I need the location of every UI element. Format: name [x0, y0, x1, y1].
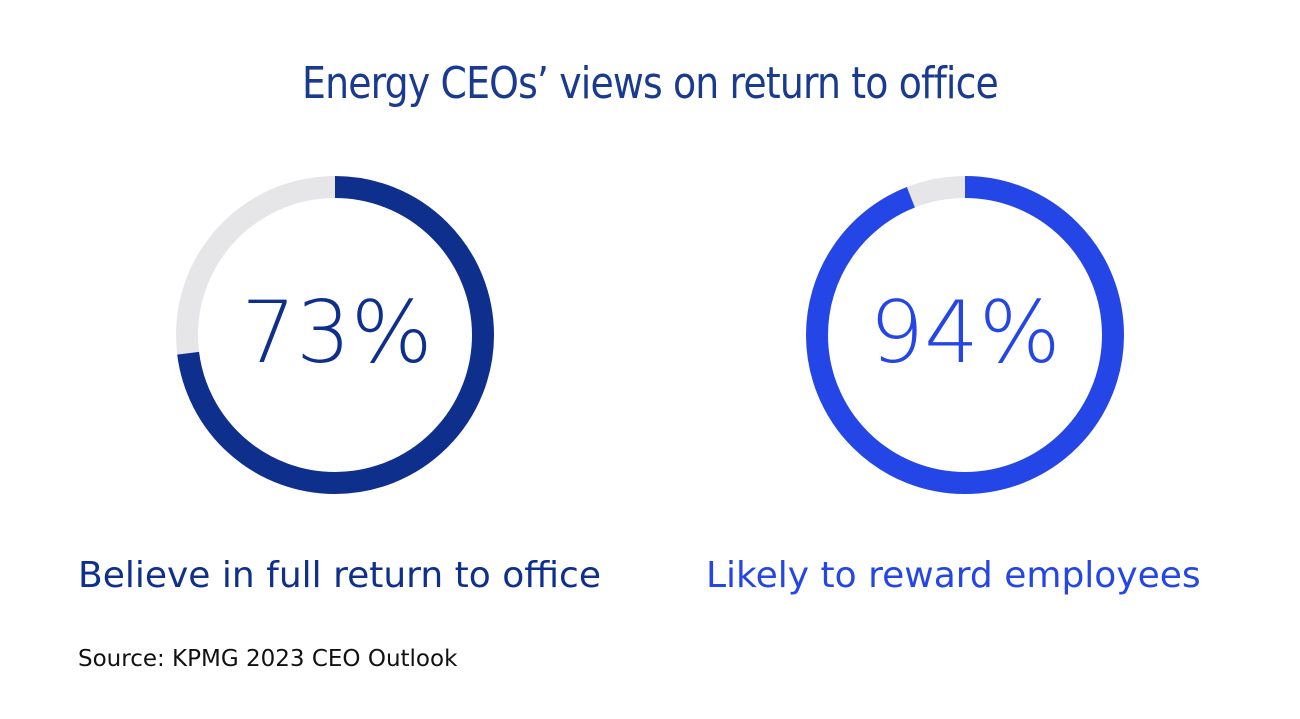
donut-value-label: 94%: [869, 283, 1060, 383]
donut-svg-reward-employees: 94%: [806, 176, 1124, 494]
donut-caption-return-to-office: Believe in full return to office: [78, 555, 601, 596]
donut-svg-return-to-office: 73%: [176, 176, 494, 494]
donut-value-label: 73%: [241, 283, 432, 383]
donut-value-arc: [176, 176, 494, 494]
source-note: Source: KPMG 2023 CEO Outlook: [78, 646, 458, 672]
donut-value-arc: [806, 176, 1124, 494]
donut-caption-reward-employees: Likely to reward employees: [706, 555, 1201, 596]
donut-chart-return-to-office: 73%: [170, 170, 500, 500]
donut-chart-reward-employees: 94%: [800, 170, 1130, 500]
chart-title: Energy CEOs’ views on return to office: [302, 58, 999, 109]
